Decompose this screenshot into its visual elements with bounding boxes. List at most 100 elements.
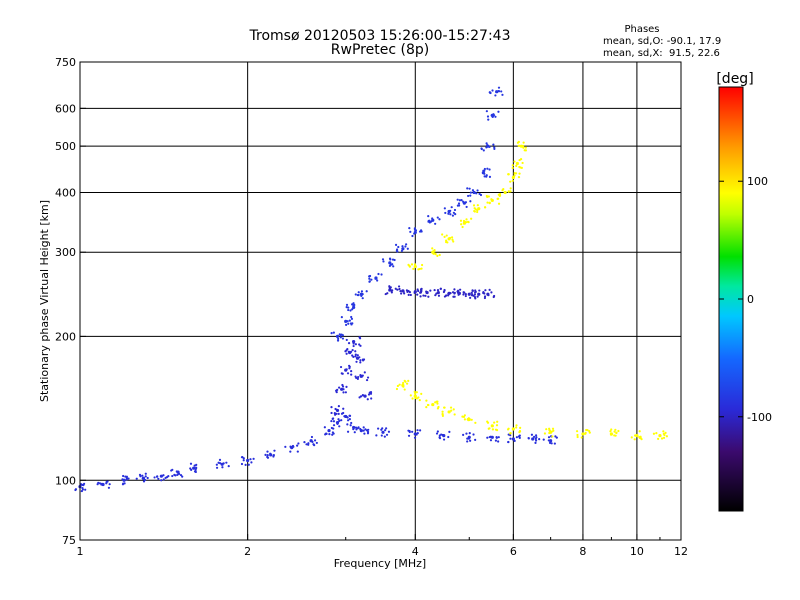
data-point-cloud <box>349 322 353 325</box>
data-point-cloud <box>377 272 380 276</box>
data-point-cloud <box>497 197 500 200</box>
data-point-cloud <box>332 432 335 435</box>
x-axis-label: Frequency [MHz] <box>334 557 426 570</box>
data-point-cloud <box>415 397 419 400</box>
data-point-cloud <box>336 339 340 342</box>
data-point-cloud <box>348 319 351 322</box>
data-point-cloud <box>432 250 435 253</box>
data-point-cloud <box>349 350 353 353</box>
data-point-cloud <box>494 94 497 97</box>
data-point-cloud <box>365 290 368 293</box>
data-point-cloud <box>456 198 459 201</box>
data-point-cloud <box>575 430 579 433</box>
data-point-cloud <box>141 474 144 477</box>
data-point-cloud <box>335 389 338 392</box>
data-point-cloud <box>515 424 518 427</box>
data-point-cloud <box>418 267 421 271</box>
data-point-cloud <box>497 436 500 439</box>
data-point-cloud <box>368 277 371 280</box>
data-point-cloud <box>121 483 125 486</box>
data-point-cloud <box>367 428 370 431</box>
data-point-cloud <box>435 292 438 295</box>
data-point-cloud <box>330 419 333 423</box>
data-point-cloud <box>445 234 448 237</box>
data-point-cloud <box>337 418 340 421</box>
data-point-cloud <box>457 293 460 296</box>
data-point-cloud <box>227 465 230 468</box>
data-point-cloud <box>332 424 336 427</box>
data-point-cloud <box>486 292 489 296</box>
data-point-cloud <box>511 179 514 182</box>
data-point-cloud <box>462 293 465 296</box>
data-point-cloud <box>349 309 352 312</box>
data-point-cloud <box>497 440 500 443</box>
data-point-cloud <box>420 267 423 270</box>
colorbar-tick-label: 0 <box>747 293 754 306</box>
data-point-cloud <box>485 146 488 149</box>
data-point-cloud <box>305 443 308 446</box>
data-point-cloud <box>398 383 401 386</box>
data-point <box>503 190 507 195</box>
data-point-cloud <box>346 372 350 375</box>
data-point-cloud <box>419 295 422 298</box>
data-point-cloud <box>381 258 385 261</box>
data-point-cloud <box>179 473 183 477</box>
data-point-cloud <box>413 232 416 235</box>
data-point-cloud <box>155 475 159 478</box>
data-point-cloud <box>420 263 424 267</box>
data-point-cloud <box>141 477 144 480</box>
data-point-cloud <box>517 176 521 179</box>
y-axis-label: Stationary phase Virtual Height [km] <box>38 200 51 402</box>
data-point-cloud <box>638 430 641 433</box>
data-point-cloud <box>193 464 196 467</box>
data-point-cloud <box>143 478 147 482</box>
data-point-cloud <box>346 423 349 426</box>
data-point-cloud <box>518 158 521 162</box>
data-point-cloud <box>576 433 579 437</box>
data-point <box>359 429 363 433</box>
data-point-cloud <box>613 430 616 433</box>
y-axis-ticks: 75 100 200 300 400 500 600 750 <box>55 56 86 547</box>
data-point-cloud <box>543 432 547 435</box>
data-point-cloud <box>408 227 411 230</box>
chart-subtitle: RwPretec (8p) <box>331 42 429 58</box>
data-point-cloud <box>403 379 406 382</box>
data-point-cloud <box>513 160 516 163</box>
data-point-cloud <box>382 260 385 263</box>
data-point-cloud <box>366 430 370 434</box>
data-point-cloud <box>488 91 491 94</box>
data-point-cloud <box>297 442 300 445</box>
data-point-cloud <box>500 90 503 93</box>
data-point-cloud <box>412 267 415 270</box>
data-point-cloud <box>407 379 410 382</box>
x-tick-label: 2 <box>244 545 251 558</box>
data-point-cloud <box>517 140 520 143</box>
data-point-cloud <box>524 146 527 149</box>
data-point-cloud <box>614 428 617 431</box>
data-point <box>658 434 662 438</box>
data-point-cloud <box>429 220 433 223</box>
data-point-cloud <box>448 236 452 240</box>
data-point-cloud <box>167 475 170 478</box>
data-point-cloud <box>655 432 658 435</box>
data-point-cloud <box>349 424 352 427</box>
data-point-cloud <box>501 189 504 192</box>
data-point-cloud <box>284 445 287 448</box>
data-point-cloud <box>463 291 466 294</box>
data-point-cloud <box>330 426 333 430</box>
data-point-cloud <box>220 463 223 466</box>
data-point-cloud <box>441 414 445 418</box>
data-point-cloud <box>515 426 518 429</box>
data-point-cloud <box>480 147 483 151</box>
data-point-cloud <box>244 463 247 466</box>
data-point-cloud <box>367 393 371 396</box>
x-tick-label: 1 <box>77 545 84 558</box>
data-point-cloud <box>474 421 477 424</box>
data-point-cloud <box>397 245 400 249</box>
data-point-cloud <box>162 478 165 481</box>
data-point-cloud <box>630 436 633 439</box>
data-point-cloud <box>469 296 472 299</box>
data-point-cloud <box>522 146 525 149</box>
data-point-cloud <box>465 218 468 221</box>
